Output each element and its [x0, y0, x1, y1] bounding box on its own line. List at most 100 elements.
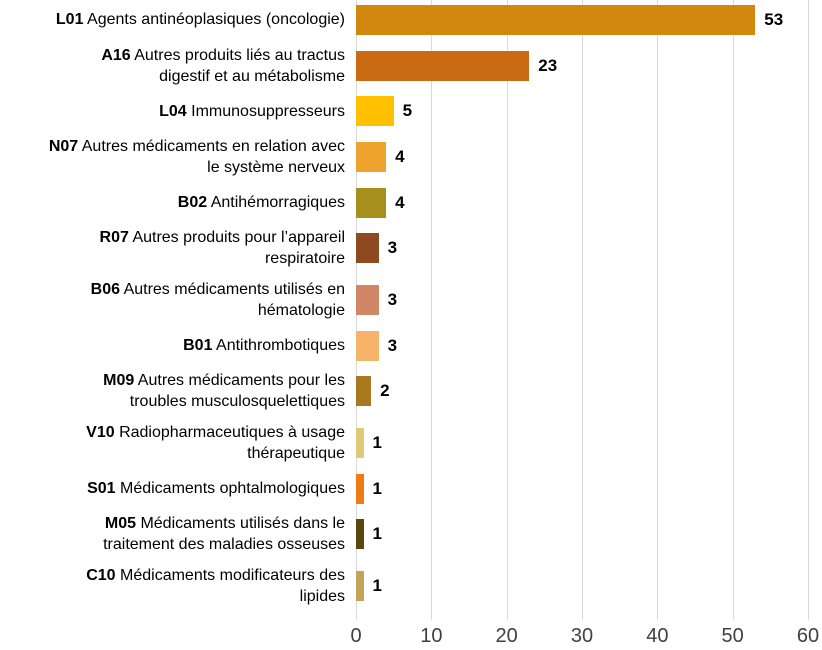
category-label: A16 Autres produits liés au tractus diges…: [0, 45, 345, 87]
category-code: M05: [104, 515, 136, 533]
gridline: [808, 0, 809, 620]
category-text-line: Antithrombotiques: [216, 337, 345, 355]
bar-zone: 1: [356, 519, 822, 550]
bar-zone: 5: [356, 96, 822, 127]
category-text-line: troubles musculosquelettiques: [129, 393, 345, 411]
bar: [356, 4, 756, 35]
bar-zone: 1: [356, 571, 822, 602]
category-code: N07: [48, 137, 79, 155]
category-text-line: Autres médicaments utilisés en: [123, 280, 345, 298]
bar-zone: 1: [356, 428, 822, 459]
bar-zone: 3: [356, 284, 822, 315]
category-text-line: digestif et au métabolisme: [159, 67, 345, 85]
gridline: [431, 0, 433, 620]
value-label: 1: [372, 433, 382, 453]
x-axis-tick-label: 30: [570, 625, 594, 647]
category-text-line: Médicaments ophtalmologiques: [119, 480, 345, 498]
bar: [356, 141, 387, 172]
chart-row: C10 Médicaments modificateurs des lipides…: [0, 560, 822, 612]
value-label: 2: [380, 381, 390, 401]
category-code: M09: [103, 372, 135, 390]
bar: [356, 50, 530, 81]
category-label: L01 Agents antinéoplasiques (oncologie): [0, 9, 345, 30]
chart-row: B06 Autres médicaments utilisés en hémato…: [0, 274, 822, 326]
category-label: B02 Antihémorragiques: [0, 192, 345, 213]
category-text-line: Médicaments modificateurs des: [120, 567, 345, 585]
category-text-line: Immunosuppresseurs: [191, 102, 345, 120]
bar-zone: 4: [356, 187, 822, 218]
gridline: [582, 0, 583, 620]
category-text-line: Autres médicaments pour les: [137, 372, 345, 390]
bar-zone: 53: [356, 4, 822, 35]
gridline: [506, 0, 508, 620]
chart-row: L04 Immunosuppresseurs 5: [0, 91, 822, 131]
value-label: 23: [538, 55, 558, 75]
value-label: 3: [387, 335, 398, 355]
gridline: [657, 0, 659, 620]
category-text-line: thérapeutique: [247, 445, 345, 463]
bar-zone: 23: [356, 50, 822, 81]
category-text-line: Radiopharmaceutiques à usage: [119, 424, 345, 442]
bar: [356, 376, 372, 407]
chart-row: B01 Antithrombotiques 3: [0, 326, 822, 366]
value-label: 4: [395, 146, 405, 166]
bar: [356, 571, 364, 602]
chart-row: L01 Agents antinéoplasiques (oncologie) 5…: [0, 0, 822, 40]
value-label: 1: [372, 576, 382, 596]
category-text-line: hématologie: [257, 301, 345, 319]
bar: [356, 233, 379, 264]
category-text-line: Autres produits liés au tractus: [134, 46, 345, 64]
category-code: C10: [86, 567, 116, 585]
chart-row: S01 Médicaments ophtalmologiques 1: [0, 469, 822, 509]
category-text-line: Agents antinéoplasiques (oncologie): [87, 11, 345, 29]
bar: [356, 330, 379, 361]
category-code: R07: [99, 229, 129, 247]
chart-row: M09 Autres médicaments pour les troubles …: [0, 366, 822, 418]
value-label: 3: [387, 289, 398, 309]
chart-row: N07 Autres médicaments en relation avec l…: [0, 131, 822, 183]
category-label: R07 Autres produits pour l’appareil respi…: [0, 227, 345, 269]
bar: [356, 96, 394, 127]
category-text-line: respiratoire: [264, 250, 345, 268]
x-axis-tick-label: 0: [350, 625, 362, 647]
category-text-line: Antihémorragiques: [210, 194, 345, 212]
category-label: B06 Autres médicaments utilisés en hémato…: [0, 279, 345, 321]
value-label: 1: [372, 524, 382, 544]
chart-row: B02 Antihémorragiques 4: [0, 183, 822, 223]
category-code: L04: [159, 102, 187, 120]
value-label: 3: [387, 238, 398, 258]
bar: [356, 428, 364, 459]
category-code: B02: [177, 194, 208, 212]
x-axis-tick-label: 40: [646, 625, 669, 647]
category-label: L04 Immunosuppresseurs: [0, 101, 345, 122]
bar-zone: 2: [356, 376, 822, 407]
bar-zone: 3: [356, 233, 822, 264]
bar: [356, 284, 379, 315]
category-code: V10: [86, 424, 115, 442]
category-text-line: Autres produits pour l’appareil: [132, 229, 345, 247]
category-text-line: traitement des maladies osseuses: [103, 536, 345, 554]
category-code: B01: [183, 337, 213, 355]
x-axis-tick-label: 60: [796, 625, 820, 647]
chart-row: V10 Radiopharmaceutiques à usage thérapeu…: [0, 417, 822, 469]
category-label: V10 Radiopharmaceutiques à usage thérapeu…: [0, 422, 345, 464]
category-code: B06: [90, 280, 120, 298]
value-label: 1: [372, 478, 382, 498]
category-label: C10 Médicaments modificateurs des lipides: [0, 565, 345, 607]
bar: [356, 519, 364, 550]
category-text-line: lipides: [299, 588, 345, 606]
value-label: 4: [395, 192, 405, 212]
category-text-line: le système nerveux: [207, 158, 345, 176]
chart-row: R07 Autres produits pour l’appareil respi…: [0, 222, 822, 274]
category-label: M09 Autres médicaments pour les troubles …: [0, 370, 345, 412]
x-axis-tick-label: 50: [721, 625, 744, 647]
bar: [356, 187, 387, 218]
bar-zone: 1: [356, 473, 822, 504]
category-text-line: Autres médicaments en relation avec: [81, 137, 345, 155]
category-label: S01 Médicaments ophtalmologiques: [0, 478, 345, 499]
category-code: A16: [101, 46, 131, 64]
category-label: N07 Autres médicaments en relation avec l…: [0, 136, 345, 178]
chart-rows: L01 Agents antinéoplasiques (oncologie) 5…: [0, 0, 822, 612]
category-label: B01 Antithrombotiques: [0, 335, 345, 356]
